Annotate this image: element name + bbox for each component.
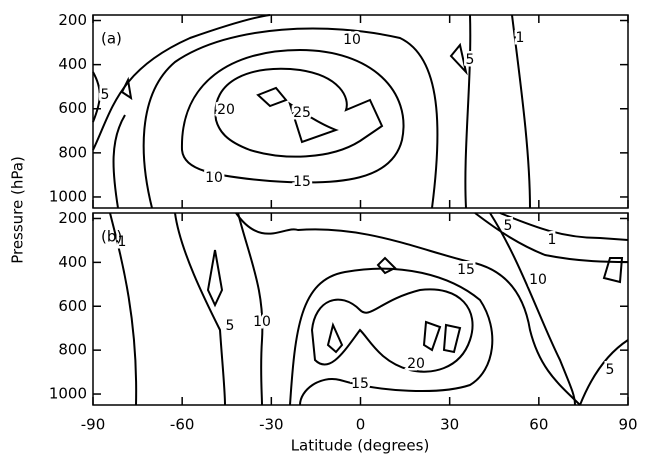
contour-label: 25: [293, 105, 311, 121]
y-tick-label: 1000: [49, 385, 87, 403]
contour-line: [489, 212, 576, 406]
panel-label: (b): [101, 228, 122, 246]
contour-line: [602, 257, 624, 284]
y-tick-label: 400: [58, 55, 87, 73]
y-tick-label: 800: [58, 143, 87, 161]
y-tick-label: 800: [58, 341, 87, 359]
contour-line: [92, 71, 101, 123]
contour-label: 20: [217, 102, 235, 118]
panel-b-contour-labels: 5 1 1 15 10 10 5 20 15 5: [115, 216, 617, 395]
contour-label: 10: [205, 170, 223, 186]
contour-line: [92, 14, 271, 151]
contour-line: [112, 114, 126, 209]
contour-line: [422, 320, 442, 352]
contour-line: [310, 288, 474, 373]
contour-line: [499, 212, 629, 241]
contour-line: [235, 212, 581, 406]
y-tick-label: 600: [58, 99, 87, 117]
contour-line: [237, 212, 264, 406]
contour-line: [288, 101, 339, 144]
contour-line: [142, 27, 439, 209]
contour-label: 15: [293, 174, 311, 190]
contour-line: [256, 86, 288, 108]
y-axis-title: Pressure (hPa): [9, 156, 27, 264]
contour-line: [180, 48, 405, 184]
y-tick-label: 600: [58, 297, 87, 315]
x-axis-title: Latitude (degrees): [291, 437, 430, 455]
contour-line: [120, 76, 133, 101]
contour-line: [449, 42, 468, 76]
contour-label: 1: [118, 234, 127, 250]
contour-label: 1: [548, 232, 557, 248]
contour-line: [442, 323, 462, 354]
contour-label: 5: [504, 218, 513, 234]
x-tick-label: -30: [259, 416, 284, 434]
contour-label: 5: [101, 87, 110, 103]
x-tick-label: 60: [529, 416, 548, 434]
contour-label: 10: [343, 32, 361, 48]
contour-line: [464, 14, 472, 209]
contour-line: [206, 249, 224, 308]
panel-b-contours: [109, 212, 629, 406]
x-tick-label: 30: [440, 416, 459, 434]
contour-line: [511, 14, 531, 209]
x-tick-label: 90: [618, 416, 637, 434]
contour-label: 10: [253, 314, 271, 330]
x-tick-label: -90: [81, 416, 106, 434]
contour-line: [289, 267, 494, 406]
panel-a-contours: [92, 14, 531, 209]
contour-label: 1: [516, 30, 525, 46]
contour-label: 5: [606, 362, 615, 378]
contour-label: 20: [407, 356, 425, 372]
y-tick-label: 200: [58, 11, 87, 29]
contour-line: [109, 212, 138, 406]
panel-a-contour-labels: 10 5 1 20 25 5 10 15: [98, 28, 527, 193]
y-tick-label: 200: [58, 209, 87, 227]
panel-label: (a): [101, 30, 122, 48]
x-tick-label: -60: [170, 416, 195, 434]
contour-line: [326, 321, 344, 354]
contour-label: 10: [529, 272, 547, 288]
contour-line: [214, 67, 384, 158]
y-tick-label: 400: [58, 253, 87, 271]
y-tick-label: 1000: [49, 187, 87, 205]
contour-line: [174, 212, 226, 406]
contour-label: 5: [226, 318, 235, 334]
contour-label: 5: [466, 52, 475, 68]
contour-label: 15: [457, 262, 475, 278]
x-tick-label: 0: [356, 416, 366, 434]
contour-line: [579, 339, 629, 406]
contour-line: [376, 256, 397, 275]
contour-label: 15: [351, 376, 369, 392]
